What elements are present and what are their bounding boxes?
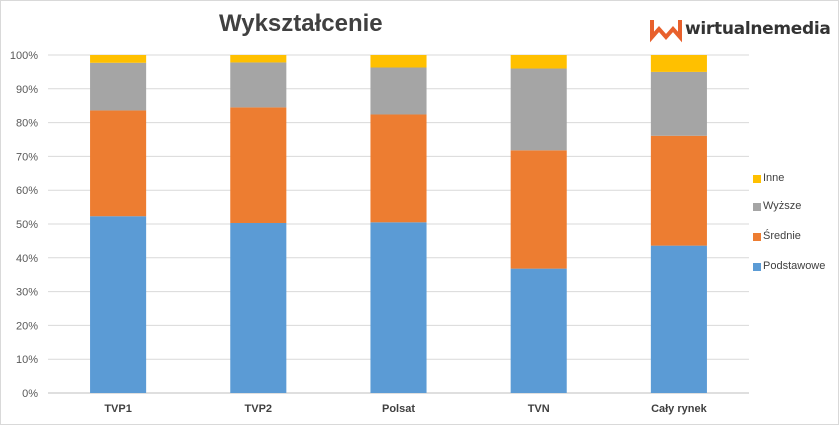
x-tick-label: Cały rynek [651, 403, 708, 415]
y-tick-label: 70% [16, 151, 38, 163]
brand-logo: wirtualnemedia [649, 15, 839, 45]
x-tick-label: TVN [528, 403, 550, 415]
bar-segment [90, 216, 147, 393]
bar-segment [650, 55, 707, 72]
y-tick-label: 60% [16, 185, 38, 197]
bar-segment [90, 110, 147, 217]
y-tick-label: 40% [16, 253, 38, 265]
y-tick-label: 30% [16, 287, 38, 299]
bar-segment [230, 222, 287, 393]
bar-segment [370, 55, 427, 68]
bar-segment [510, 55, 567, 69]
brand-name: wirtualnemedia [685, 19, 831, 39]
y-tick-label: 100% [10, 50, 38, 62]
legend-swatch [753, 233, 761, 241]
legend-swatch [753, 175, 761, 183]
y-tick-label: 50% [16, 219, 38, 231]
y-tick-label: 80% [16, 118, 38, 130]
wm-logo-icon [650, 20, 682, 43]
legend-label: Wyższe [763, 200, 802, 212]
bar-segment [510, 150, 567, 269]
bar-segment [510, 68, 567, 151]
bar-segment [230, 107, 287, 223]
y-tick-label: 10% [16, 354, 38, 366]
chart-title: Wykształcenie [219, 10, 383, 37]
legend-swatch [753, 263, 761, 271]
legend-label: Średnie [763, 230, 801, 242]
legend-swatch [753, 203, 761, 211]
y-tick-label: 90% [16, 84, 38, 96]
bar-segment [230, 62, 287, 108]
bar-segment [90, 62, 147, 111]
legend-label: Inne [763, 172, 785, 184]
bar-segment [230, 55, 287, 63]
legend-label: Podstawowe [763, 260, 826, 272]
y-tick-label: 20% [16, 320, 38, 332]
x-tick-label: Polsat [382, 403, 415, 415]
bar-segment [370, 222, 427, 393]
bar-segment [650, 135, 707, 246]
x-tick-label: TVP2 [245, 403, 273, 415]
x-tick-label: TVP1 [104, 403, 132, 415]
bar-segment [650, 71, 707, 136]
bar-segment [370, 67, 427, 115]
bar-segment [370, 114, 427, 223]
bar-segment [510, 268, 567, 393]
bar-segment [90, 55, 147, 63]
y-tick-label: 0% [22, 388, 38, 400]
bar-segment [650, 245, 707, 393]
